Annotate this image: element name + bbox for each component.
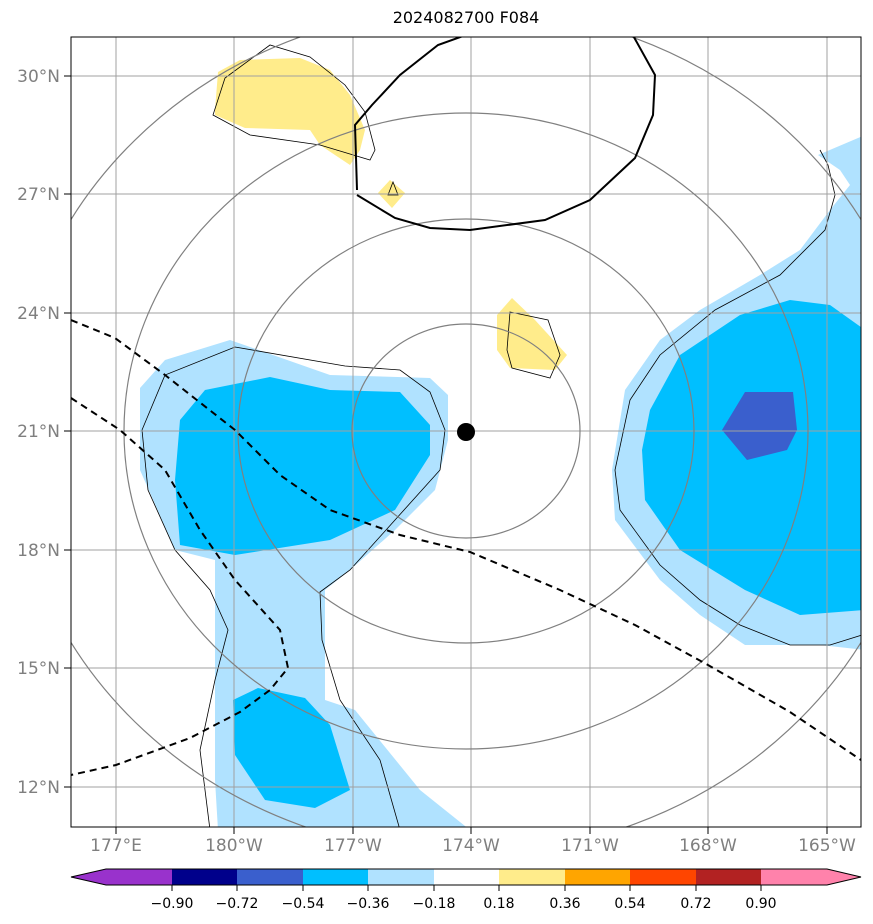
lat-lon-grid (71, 37, 861, 827)
colorbar-label: −0.54 (282, 896, 325, 912)
colorbar-extend-max (827, 869, 861, 885)
lat-label: 21°N (17, 422, 60, 442)
colorbar-label: 0.18 (483, 896, 514, 912)
lat-label: 15°N (17, 659, 60, 679)
map-title: 2024082700 F084 (392, 8, 540, 27)
colorbar-swatch (565, 869, 630, 885)
range-rings (71, 37, 861, 827)
latitude-labels: 30°N 27°N 24°N 21°N 18°N 15°N 12°N (17, 67, 60, 798)
colorbar-swatch (434, 869, 499, 885)
colorbar-extend-min (71, 869, 106, 885)
colorbar-swatch (499, 869, 565, 885)
lat-label: 12°N (17, 778, 60, 798)
lat-label: 27°N (17, 185, 60, 205)
colorbar-label: 0.72 (680, 896, 711, 912)
colorbar-label: 0.54 (614, 896, 645, 912)
lon-label: 180°W (205, 836, 263, 856)
shading-royal-blue-east (722, 392, 797, 460)
thick-contour-north (353, 37, 657, 232)
lat-label: 30°N (17, 67, 60, 87)
colorbar-label: −0.90 (151, 896, 194, 912)
colorbar-swatch (237, 869, 303, 885)
shading-yellow-center (497, 298, 567, 370)
lon-label: 168°W (679, 836, 737, 856)
colorbar-label: 0.36 (549, 896, 580, 912)
colorbar-swatch (630, 869, 696, 885)
colorbar-swatch (172, 869, 237, 885)
colorbar-label: −0.72 (216, 896, 259, 912)
plot-frame (70, 36, 862, 828)
lon-label: 177°W (324, 836, 382, 856)
colorbar-swatch (303, 869, 368, 885)
dashed-lines (71, 319, 861, 776)
colorbar-outline (70, 868, 862, 886)
axis-ticks (64, 75, 828, 834)
colorbar-swatch (368, 869, 434, 885)
storm-center-marker (457, 423, 475, 441)
lon-label: 174°W (442, 836, 500, 856)
colorbar-label: −0.18 (413, 896, 456, 912)
colorbar-label: −0.36 (347, 896, 390, 912)
shading-blue-southwest (233, 688, 350, 808)
colorbar: −0.90 −0.72 −0.54 −0.36 −0.18 0.18 0.36 … (70, 868, 862, 912)
lon-label: 171°W (561, 836, 619, 856)
colorbar-swatch (761, 869, 827, 885)
lat-label: 18°N (17, 541, 60, 561)
colorbar-swatch (106, 869, 172, 885)
lon-label: 165°W (798, 836, 856, 856)
lon-label: 177°E (90, 836, 142, 856)
lat-label: 24°N (17, 304, 60, 324)
colorbar-ticks (171, 885, 762, 891)
colorbar-label: 0.90 (745, 896, 776, 912)
longitude-labels: 177°E 180°W 177°W 174°W 171°W 168°W 165°… (90, 836, 856, 856)
colorbar-swatch (696, 869, 761, 885)
shading-yellow-north (215, 58, 365, 165)
